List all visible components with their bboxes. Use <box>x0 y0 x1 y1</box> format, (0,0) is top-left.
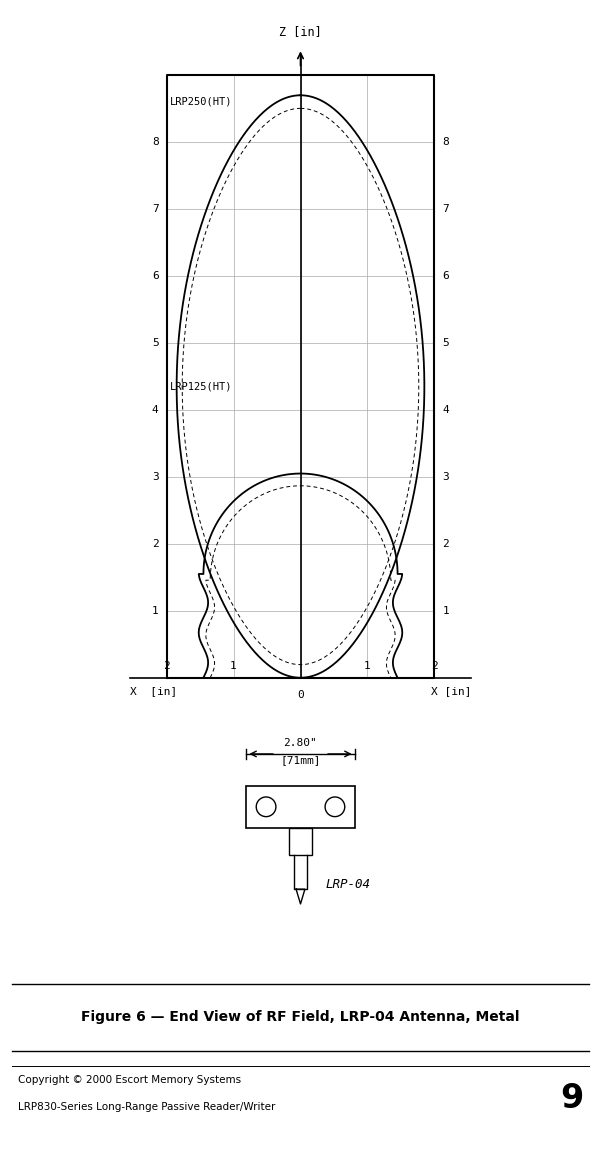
Text: 5: 5 <box>152 338 159 348</box>
Circle shape <box>325 797 345 817</box>
Text: 0: 0 <box>297 690 304 700</box>
Text: Z [in]: Z [in] <box>279 26 322 39</box>
Text: X [in]: X [in] <box>431 686 471 696</box>
Text: 7: 7 <box>442 204 449 214</box>
Bar <box>290 827 311 854</box>
Text: 3: 3 <box>442 471 449 482</box>
Text: 8: 8 <box>152 138 159 147</box>
Text: 2: 2 <box>152 539 159 548</box>
Text: 3: 3 <box>152 471 159 482</box>
Text: 1: 1 <box>364 661 371 671</box>
Text: 2.80": 2.80" <box>284 738 317 748</box>
Text: X  [in]: X [in] <box>130 686 177 696</box>
Text: 1: 1 <box>442 606 449 616</box>
Text: LRP830-Series Long-Range Passive Reader/Writer: LRP830-Series Long-Range Passive Reader/… <box>18 1102 275 1111</box>
Text: 1: 1 <box>152 606 159 616</box>
Text: 6: 6 <box>152 271 159 281</box>
Text: LRP250(HT): LRP250(HT) <box>170 97 233 107</box>
Text: LRP125(HT): LRP125(HT) <box>170 382 233 391</box>
Text: [71mm]: [71mm] <box>280 755 321 766</box>
Text: 6: 6 <box>442 271 449 281</box>
Text: 1: 1 <box>230 661 237 671</box>
Text: Copyright © 2000 Escort Memory Systems: Copyright © 2000 Escort Memory Systems <box>18 1075 241 1084</box>
Text: 9: 9 <box>560 1082 583 1114</box>
Text: 8: 8 <box>442 138 449 147</box>
Text: Figure 6 — End View of RF Field, LRP-04 Antenna, Metal: Figure 6 — End View of RF Field, LRP-04 … <box>81 1011 520 1025</box>
Text: 2: 2 <box>442 539 449 548</box>
Bar <box>246 785 355 827</box>
Text: 7: 7 <box>152 204 159 214</box>
Text: LRP-04: LRP-04 <box>325 878 370 890</box>
Circle shape <box>256 797 276 817</box>
Text: 5: 5 <box>442 338 449 348</box>
Text: 4: 4 <box>442 405 449 415</box>
Text: 2: 2 <box>163 661 170 671</box>
Text: 2: 2 <box>431 661 438 671</box>
Text: 4: 4 <box>152 405 159 415</box>
